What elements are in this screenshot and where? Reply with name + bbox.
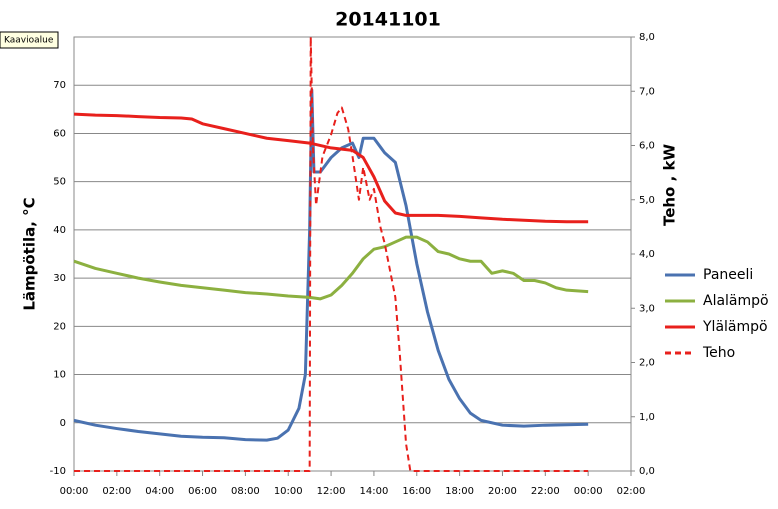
y2-tick-label: 8,0 — [639, 32, 655, 43]
x-tick-label: 06:00 — [188, 486, 217, 497]
y2-tick-label: 0,0 — [639, 466, 655, 477]
x-tick-label: 10:00 — [274, 486, 303, 497]
y-tick-label: 50 — [53, 177, 66, 188]
x-tick-label: 22:00 — [531, 486, 560, 497]
tooltip-box — [0, 31, 59, 49]
y-tick-label: 0 — [60, 418, 66, 429]
series-line — [73, 235, 589, 301]
y2-tick-label: 1,0 — [639, 412, 655, 423]
x-tick-label: 02:00 — [617, 486, 646, 497]
y-tick-label: 30 — [53, 273, 66, 284]
x-tick-label: 20:00 — [488, 486, 517, 497]
y2-tick-label: 2,0 — [639, 358, 655, 369]
x-tick-label: 00:00 — [574, 486, 603, 497]
y2-tick-label: 4,0 — [639, 249, 655, 260]
y2-tick-label: 5,0 — [639, 195, 655, 206]
x-tick-label: 04:00 — [145, 486, 174, 497]
y2-axis-title: Teho , kW — [661, 144, 679, 227]
x-tick-label: 12:00 — [317, 486, 346, 497]
series-line — [73, 112, 589, 224]
legend-label: Ylälämpö — [702, 319, 768, 335]
x-tick-label: 00:00 — [60, 486, 89, 497]
y2-tick-label: 6,0 — [639, 141, 655, 152]
y2-tick-label: 7,0 — [639, 86, 655, 97]
series-line — [74, 36, 589, 472]
series-line — [73, 88, 589, 442]
y-axis-title: Lämpötila, °C — [21, 197, 39, 310]
y-tick-label: 40 — [53, 225, 66, 236]
y-tick-label: 60 — [53, 128, 66, 139]
plot-area — [73, 36, 632, 472]
legend-label: Teho — [702, 345, 735, 361]
x-tick-label: 18:00 — [445, 486, 474, 497]
chart-title: 20141101 — [335, 9, 441, 31]
x-tick-label: 16:00 — [402, 486, 431, 497]
y-tick-label: 10 — [53, 370, 66, 381]
legend-label: Paneeli — [703, 267, 753, 283]
tooltip: Kaavioalue — [4, 36, 54, 46]
x-tick-label: 08:00 — [231, 486, 260, 497]
y-tick-label: 20 — [53, 321, 66, 332]
legend-label: Alalämpö — [703, 293, 769, 309]
x-tick-label: 02:00 — [102, 486, 131, 497]
y-tick-label: -10 — [50, 466, 66, 477]
x-tick-label: 14:00 — [360, 486, 389, 497]
y2-tick-label: 3,0 — [639, 303, 655, 314]
y-tick-label: 70 — [53, 80, 66, 91]
